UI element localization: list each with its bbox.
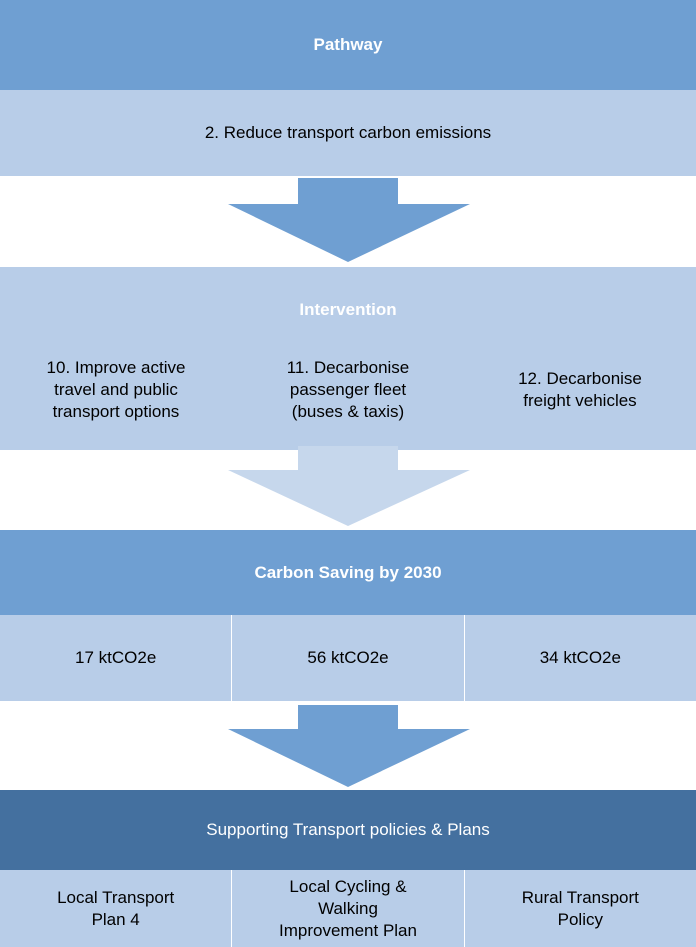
text-line: transport options xyxy=(52,402,180,421)
supporting-header: Supporting Transport policies & Plans xyxy=(0,790,696,870)
text-line: 11. Decarbonise xyxy=(286,358,410,377)
text-line: Improvement Plan xyxy=(279,920,417,940)
text-line: Local Transport xyxy=(57,887,175,907)
cell: Local Cycling & Walking Improvement Plan xyxy=(231,870,463,947)
cell: 56 ktCO2e xyxy=(231,615,463,701)
pathway-item: 2. Reduce transport carbon emissions xyxy=(0,90,696,176)
supporting-items: Local Transport Plan 4 Local Cycling & Walk… xyxy=(0,870,696,947)
intervention-header: Intervention xyxy=(299,300,397,319)
cell: 17 ktCO2e xyxy=(75,648,157,667)
text-line: Local Cycling & xyxy=(289,876,407,896)
arrow xyxy=(228,705,470,787)
carbon-header: Carbon Saving by 2030 xyxy=(0,530,696,615)
text-line: 10. Improve active xyxy=(46,358,186,377)
arrow xyxy=(228,178,470,262)
pathway-header: Pathway xyxy=(0,0,696,90)
cell: Rural Transport Policy xyxy=(463,870,696,947)
intervention-panel xyxy=(0,267,696,450)
text-line: passenger fleet xyxy=(289,380,407,399)
text-line: freight vehicles xyxy=(523,391,637,410)
text-line: Rural Transport xyxy=(521,887,639,907)
intervention-items: 10. Improve active travel and public trans… xyxy=(0,340,696,440)
text-line: 12. Decarbonise xyxy=(518,369,642,388)
cell: Local Transport Plan 4 xyxy=(0,870,231,947)
text-line: (buses & taxis) xyxy=(291,402,405,421)
arrow xyxy=(228,446,470,526)
text-line: Walking xyxy=(318,898,378,918)
cell: 12. Decarbonise freight vehicles xyxy=(464,340,696,440)
cell: 10. Improve active travel and public trans… xyxy=(0,340,232,440)
text-line: travel and public xyxy=(54,380,178,399)
carbon-items: 17 ktCO2e 56 ktCO2e 34 ktCO2e xyxy=(0,615,696,701)
text-line: Plan 4 xyxy=(91,909,140,929)
cell: 34 ktCO2e xyxy=(463,615,696,701)
text-line: Policy xyxy=(557,909,603,929)
cell: 11. Decarbonise passenger fleet (buses & t… xyxy=(232,340,464,440)
